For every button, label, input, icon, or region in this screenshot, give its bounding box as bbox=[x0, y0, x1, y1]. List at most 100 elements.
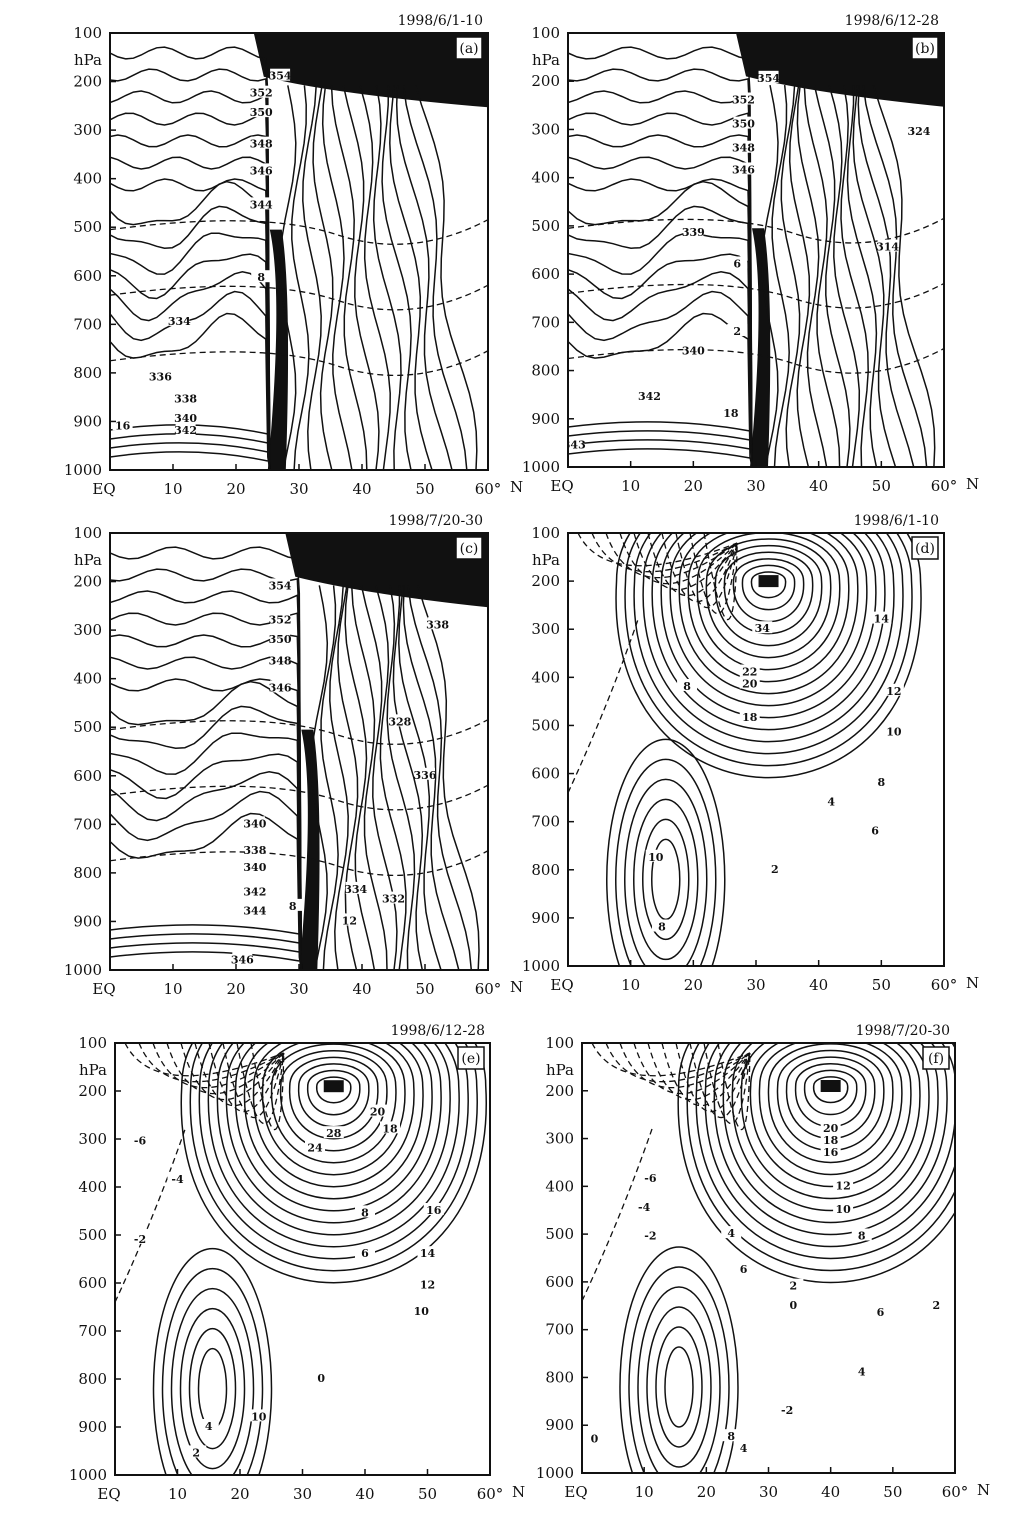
contour-label: 339 bbox=[682, 226, 705, 239]
contour-label: 334 bbox=[344, 883, 367, 896]
panel-label: (e) bbox=[461, 1051, 480, 1067]
y-tick-label: 700 bbox=[73, 315, 102, 333]
contour-label: 343 bbox=[563, 438, 586, 451]
y-tick-label: 300 bbox=[545, 1130, 574, 1148]
panel-label: (d) bbox=[915, 541, 935, 557]
contour-label: -6 bbox=[134, 1134, 147, 1147]
y-tick-label: 800 bbox=[73, 364, 102, 382]
y-axis-unit: hPa bbox=[546, 1061, 574, 1079]
x-tick-label: 20 bbox=[226, 980, 245, 998]
y-tick-label: 100 bbox=[78, 1034, 107, 1052]
contour-label: 18 bbox=[823, 1134, 839, 1147]
contour-label: 0 bbox=[790, 1299, 798, 1312]
y-axis-unit: hPa bbox=[74, 551, 102, 569]
x-tick-label: 10 bbox=[163, 480, 182, 498]
y-tick-label: 700 bbox=[531, 313, 560, 331]
panel-date: 1998/6/1-10 bbox=[398, 13, 483, 29]
contour-label: 332 bbox=[382, 893, 405, 906]
contour-label: 8 bbox=[257, 271, 265, 284]
contour-field: 20 28 18 24 -6 -4 -2 16 14 12 10 8 6 10 0 42 bbox=[115, 1043, 487, 1475]
x-tick-label: 40 bbox=[352, 480, 371, 498]
contour-label: 346 bbox=[250, 164, 273, 177]
dense-contour-region bbox=[736, 33, 944, 107]
panel-d: 3422201814121086842108(d)1998/6/1-101002… bbox=[522, 513, 979, 994]
x-tick-label: 60° bbox=[477, 1485, 504, 1503]
contour-label: 348 bbox=[250, 138, 273, 151]
x-tick-label: 30 bbox=[289, 480, 308, 498]
contour-label: 350 bbox=[269, 633, 292, 646]
y-tick-label: 300 bbox=[73, 121, 102, 139]
panel-label: (a) bbox=[459, 41, 478, 57]
contour-label: -4 bbox=[171, 1173, 184, 1186]
plot-frame bbox=[581, 1042, 956, 1474]
y-tick-label: 800 bbox=[73, 864, 102, 882]
x-axis-unit: N bbox=[966, 475, 979, 493]
panel-label: (c) bbox=[460, 541, 479, 557]
x-tick-label: 10 bbox=[163, 980, 182, 998]
y-tick-label: 600 bbox=[545, 1273, 574, 1291]
contour-label: 338 bbox=[426, 618, 449, 631]
y-tick-label: 300 bbox=[531, 120, 560, 138]
y-axis-unit: hPa bbox=[74, 51, 102, 69]
contour-label: 346 bbox=[732, 163, 755, 176]
y-tick-label: 400 bbox=[531, 169, 560, 187]
y-tick-label: 900 bbox=[531, 909, 560, 927]
contour-label: 334 bbox=[168, 315, 191, 328]
contour-label: 12 bbox=[342, 914, 357, 927]
y-tick-label: 700 bbox=[531, 813, 560, 831]
contour-label: 12 bbox=[420, 1278, 435, 1291]
contour-field: 354 352 350 348 346 338 328 336 340 338 340 342 344 3… bbox=[110, 533, 488, 970]
x-tick-label: EQ bbox=[92, 480, 115, 498]
y-tick-label: 100 bbox=[73, 24, 102, 42]
contour-label: 8 bbox=[658, 921, 666, 934]
contour-label: -6 bbox=[644, 1172, 657, 1185]
x-tick-label: 30 bbox=[746, 976, 765, 994]
contour-label: 350 bbox=[732, 118, 755, 131]
contour-label: 8 bbox=[361, 1206, 369, 1219]
panel-c: 354 352 350 348 346 338 328 336 340 338 340 342 344 3… bbox=[64, 513, 523, 998]
panel-label: (f) bbox=[928, 1051, 944, 1067]
contour-label: 2 bbox=[192, 1446, 200, 1459]
y-tick-label: 200 bbox=[545, 1082, 574, 1100]
contour-label: 6 bbox=[733, 257, 741, 270]
x-tick-label: 30 bbox=[293, 1485, 312, 1503]
panel-date: 1998/7/20-30 bbox=[389, 513, 483, 529]
x-tick-label: 20 bbox=[230, 1485, 249, 1503]
y-tick-label: 100 bbox=[73, 524, 102, 542]
contour-label: 22 bbox=[742, 666, 757, 679]
x-tick-label: 10 bbox=[635, 1483, 654, 1501]
y-tick-label: 900 bbox=[545, 1416, 574, 1434]
contour-label: 352 bbox=[732, 94, 755, 107]
x-axis-unit: N bbox=[510, 978, 523, 996]
y-tick-label: 400 bbox=[73, 670, 102, 688]
y-tick-label: 1000 bbox=[69, 1466, 107, 1484]
y-tick-label: 1000 bbox=[522, 458, 560, 476]
x-tick-label: 40 bbox=[821, 1483, 840, 1501]
contour-label: 2 bbox=[933, 1299, 941, 1312]
x-tick-label: 50 bbox=[415, 980, 434, 998]
y-tick-label: 600 bbox=[531, 265, 560, 283]
y-tick-label: 500 bbox=[73, 218, 102, 236]
y-tick-label: 100 bbox=[531, 524, 560, 542]
y-tick-label: 500 bbox=[73, 718, 102, 736]
contour-label: 350 bbox=[250, 106, 273, 119]
contour-label: 18 bbox=[382, 1122, 398, 1135]
x-axis-unit: N bbox=[510, 478, 523, 496]
y-tick-label: 500 bbox=[545, 1225, 574, 1243]
contour-label: 342 bbox=[174, 424, 197, 437]
y-tick-label: 1000 bbox=[64, 961, 102, 979]
contour-label: 0 bbox=[317, 1372, 325, 1385]
y-tick-label: 100 bbox=[545, 1034, 574, 1052]
contour-label: 4 bbox=[827, 795, 835, 808]
contour-label: 12 bbox=[835, 1179, 850, 1192]
x-tick-label: 60° bbox=[931, 477, 958, 495]
x-tick-label: 20 bbox=[226, 480, 245, 498]
y-tick-label: 500 bbox=[531, 217, 560, 235]
contour-label: 10 bbox=[648, 851, 664, 864]
contour-label: 2 bbox=[733, 325, 741, 338]
